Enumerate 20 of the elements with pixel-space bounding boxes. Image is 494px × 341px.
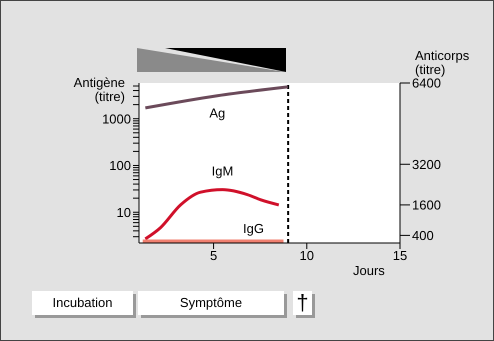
series-label: Ag (209, 106, 226, 121)
y2-tick-label: 3200 (412, 156, 441, 172)
y-tick-label: 10 (116, 204, 131, 220)
y-tick-label: 1000 (102, 111, 131, 126)
y2-tick-label: 400 (412, 228, 434, 243)
line-series (144, 188, 280, 240)
text: Incubation (32, 291, 133, 315)
y2-tick-label: 6400 (412, 76, 441, 91)
series-label: IgG (243, 220, 264, 236)
x-tick-label: 10 (300, 248, 314, 264)
series-label: IgM (212, 164, 234, 179)
x-axis-title: Jours (353, 263, 385, 278)
x-tick-label: 5 (210, 248, 218, 264)
text: † (293, 290, 312, 315)
x-tick-label: 15 (392, 248, 408, 264)
y-tick-label: 100 (109, 158, 131, 174)
y2-axis-title: Anticorps (titre) (415, 48, 470, 77)
text: Symptôme (138, 291, 284, 315)
y-axis-title: Antigène (titre) (72, 75, 125, 104)
y2-tick-label: 1600 (412, 198, 441, 213)
